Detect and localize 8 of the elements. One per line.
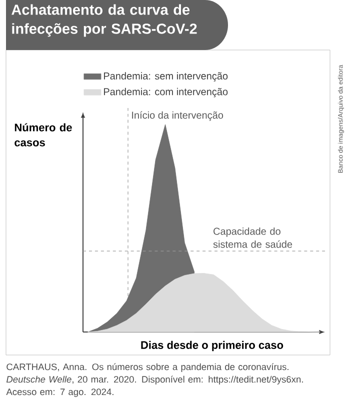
y-axis-title: Número de casos: [14, 123, 72, 146]
legend-label: Pandemia: sem intervenção: [104, 72, 228, 82]
x-axis-title: Dias desde o primeiro caso: [141, 340, 284, 352]
chart-title: Achatamento da curva de infecções por SARS-CoV-2: [12, 4, 197, 37]
legend-label: Pandemia: com intervenção: [104, 88, 228, 98]
ref-line-label: Capacidade do sistema de saúde: [213, 228, 292, 248]
text: CARTHAUS, Anna. Os números sobre a pandemia de coronavírus. Deutsche Welle, 20 mar. 2020. Disponível em: https://tedit.net/9ys6xn. Acesso em: 7 ago. 2024.: [6, 363, 303, 397]
text: Início da intervenção: [132, 111, 224, 121]
